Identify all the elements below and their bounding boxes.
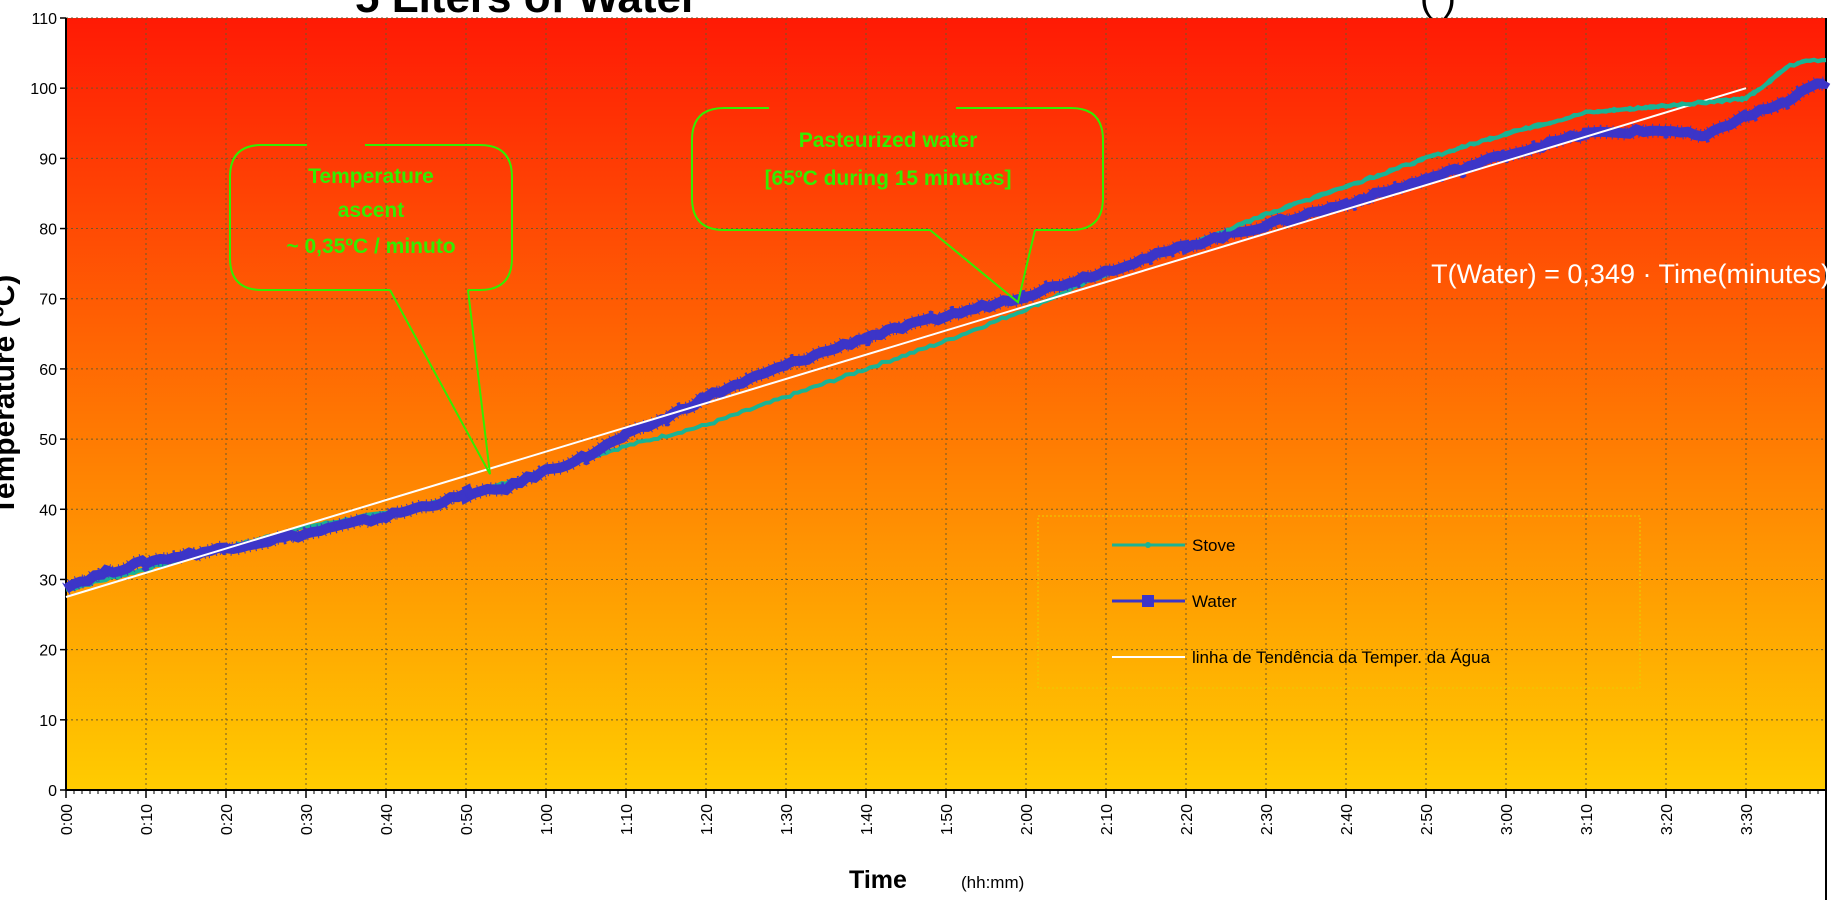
y-axis-label: Temperature (ºC): [0, 275, 21, 515]
x-tick-label: 1:50: [939, 804, 956, 835]
legend-label: Stove: [1192, 536, 1235, 555]
y-tick-label: 50: [39, 432, 57, 449]
x-tick-label: 2:00: [1019, 804, 1036, 835]
x-tick-label: 3:10: [1579, 804, 1596, 835]
chart-title: 5 Liters of Water: [355, 0, 698, 22]
x-tick-label: 1:30: [779, 804, 796, 835]
axes: 0 10 20 30 40 50 60 70 80 90 100 110 0:00 0:10 0:20 0:3…: [30, 11, 1827, 900]
legend-marker-square: [1142, 595, 1154, 607]
x-tick-label: 0:20: [219, 804, 236, 835]
y-tick-label: 110: [31, 11, 57, 28]
y-tick-label: 0: [48, 783, 57, 800]
legend-item-1: Water: [1112, 592, 1237, 611]
x-tick-label: 1:40: [859, 804, 876, 835]
x-tick-label: 0:10: [139, 804, 156, 835]
y-tick-label: 90: [39, 151, 57, 168]
callout-text: [65ºC during 15 minutes]: [765, 167, 1012, 190]
callout-pointer: [389, 289, 491, 475]
annotations: Temperature ascent ~ 0,35ºC / minuto Pasteu…: [229, 107, 1104, 475]
x-tick-label: 0:00: [59, 804, 76, 835]
x-tick-label: 2:50: [1419, 804, 1436, 835]
x-tick-label: 3:00: [1499, 804, 1516, 835]
water-markers: [62, 76, 1832, 595]
legend-label: linha de Tendência da Temper. da Água: [1192, 648, 1491, 667]
stove-upper-segment: [1225, 57, 1827, 232]
trend-equation: T(Water) = 0,349 · Time(minutes): [1431, 259, 1830, 289]
callout-pointer: [929, 229, 1036, 305]
legend-item-0: Stove: [1112, 536, 1235, 555]
y-tick-label: 40: [39, 502, 57, 519]
x-tick-label: 1:20: [699, 804, 716, 835]
x-tick-label: 0:40: [379, 804, 396, 835]
y-tick-label: 70: [39, 292, 57, 309]
trend-line: [65, 87, 1747, 598]
series-2: [65, 87, 1747, 598]
x-tick-label: 1:00: [539, 804, 556, 835]
callout-box: [691, 107, 1104, 231]
x-tick-label: 2:20: [1179, 804, 1196, 835]
x-tick-label: 0:30: [299, 804, 316, 835]
y-tick-label: 10: [39, 713, 57, 730]
legend-item-2: linha de Tendência da Temper. da Água: [1112, 648, 1491, 667]
legend-marker-dot: [1145, 542, 1151, 548]
stove-line-upper: [1225, 57, 1827, 232]
legend: Stove Water linha de Tendência da Temper. …: [1037, 515, 1641, 689]
x-axis-unit: (hh:mm): [961, 873, 1024, 892]
chart-title-right: ( ): [1420, 0, 1456, 19]
y-tick-label: 60: [39, 362, 57, 379]
x-tick-label: 2:30: [1259, 804, 1276, 835]
callout-text: ~ 0,35ºC / minuto: [286, 235, 455, 258]
callout-0: Temperature ascent ~ 0,35ºC / minuto: [229, 144, 513, 475]
callout-text: Temperature: [308, 165, 434, 188]
y-tick-label: 100: [30, 81, 57, 98]
callout-text: Pasteurized water: [799, 129, 978, 152]
y-tick-label: 80: [39, 222, 57, 239]
legend-box: [1037, 515, 1641, 689]
x-tick-label: 2:10: [1099, 804, 1116, 835]
legend-label: Water: [1192, 592, 1237, 611]
callout-text: ascent: [338, 199, 405, 222]
series-lines: [62, 57, 1832, 598]
callout-1: Pasteurized water [65ºC during 15 minutes…: [691, 107, 1104, 305]
x-tick-label: 1:10: [619, 804, 636, 835]
y-tick-label: 30: [39, 572, 57, 589]
callout-box: [229, 144, 513, 291]
x-tick-label: 0:50: [459, 804, 476, 835]
x-tick-label: 3:30: [1739, 804, 1756, 835]
x-tick-label: 2:40: [1339, 804, 1356, 835]
x-tick-label: 3:20: [1659, 804, 1676, 835]
y-tick-label: 20: [39, 643, 57, 660]
x-axis-label: Time: [849, 866, 907, 894]
series-1: [62, 76, 1832, 595]
